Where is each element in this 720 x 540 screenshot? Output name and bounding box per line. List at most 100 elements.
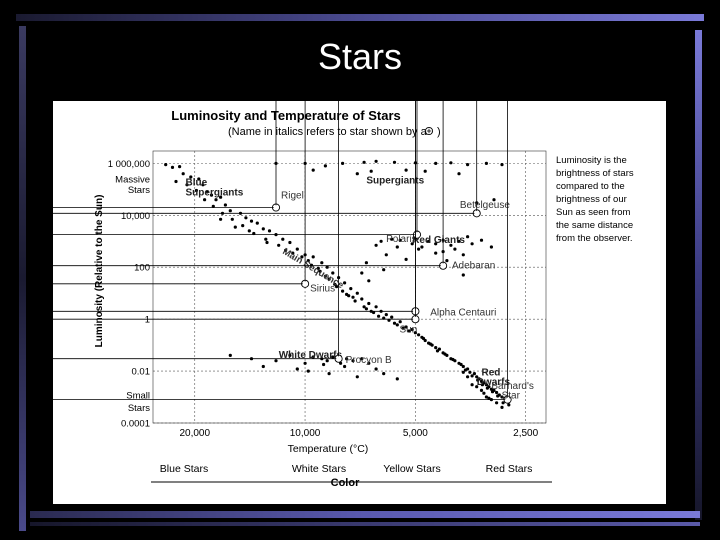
star-point xyxy=(390,315,394,319)
star-point xyxy=(360,357,364,361)
named-star-label: Alpha Centauri xyxy=(430,307,496,318)
plot-frame xyxy=(152,150,547,424)
star-point xyxy=(316,266,320,270)
star-point xyxy=(434,251,438,255)
star-point xyxy=(247,229,251,233)
star-point xyxy=(398,238,402,242)
star-point xyxy=(461,273,465,277)
star-point xyxy=(392,160,397,164)
star-point xyxy=(360,271,364,275)
y-axis-note: Small xyxy=(126,390,150,401)
star-point xyxy=(323,274,327,278)
star-point xyxy=(484,395,488,399)
star-point xyxy=(479,379,484,383)
hr-diagram: Luminosity and Temperature of Stars (Nam… xyxy=(53,101,634,489)
chart-subtitle: (Name in italics refers to star shown by… xyxy=(228,126,428,138)
star-point xyxy=(501,401,505,405)
side-note-line: brightness of stars xyxy=(556,168,634,179)
star-point xyxy=(489,245,493,249)
star-point xyxy=(428,342,432,346)
star-point xyxy=(468,370,472,374)
star-point xyxy=(335,285,339,289)
star-point xyxy=(351,359,355,363)
star-point xyxy=(267,229,272,233)
y-tick-label: 1 000,000 xyxy=(108,159,150,170)
star-point xyxy=(451,357,455,362)
star-point xyxy=(274,359,278,363)
star-point xyxy=(219,217,223,221)
star-point xyxy=(443,352,447,356)
star-point xyxy=(311,168,315,172)
star-point xyxy=(261,227,265,231)
star-point xyxy=(421,336,426,341)
star-point xyxy=(459,362,463,367)
star-point xyxy=(398,320,402,324)
named-star-label: Adebaran xyxy=(452,261,495,272)
star-point xyxy=(382,268,386,272)
star-point xyxy=(355,172,359,176)
star-point xyxy=(479,238,484,242)
star-point xyxy=(490,390,495,394)
slide-title: Stars xyxy=(317,36,403,77)
y-tick-label: 0.0001 xyxy=(121,419,150,430)
star-point xyxy=(384,313,388,317)
star-point xyxy=(345,357,349,361)
star-point xyxy=(331,355,335,359)
frame-bottom-bar xyxy=(30,511,700,518)
named-star-marker xyxy=(53,101,481,218)
star-point xyxy=(322,362,326,367)
star-point xyxy=(470,374,474,378)
color-band-label: Blue Stars xyxy=(160,463,208,475)
star-point xyxy=(449,161,453,165)
star-point xyxy=(341,289,345,293)
star-point xyxy=(496,394,500,398)
named-star-marker xyxy=(53,101,281,212)
star-point xyxy=(434,242,438,246)
named-star-marker xyxy=(53,101,512,404)
star-point xyxy=(449,243,453,247)
chart-panel: Luminosity and Temperature of Stars (Nam… xyxy=(53,101,666,504)
color-band-label: Red Stars xyxy=(486,463,533,475)
star-point xyxy=(420,245,424,249)
star-point xyxy=(367,361,371,365)
star-point xyxy=(413,331,417,335)
region-label: White Dwarfs xyxy=(279,350,343,361)
star-point xyxy=(189,175,193,179)
star-point xyxy=(487,396,491,400)
named-star-label: Procyon B xyxy=(346,355,392,366)
named-star-marker xyxy=(53,101,448,270)
star-point xyxy=(331,271,335,275)
y-tick-label: 10,000 xyxy=(121,211,150,222)
star-point xyxy=(484,161,488,165)
star-point xyxy=(295,367,299,371)
star-point xyxy=(197,177,201,181)
star-point xyxy=(395,377,399,381)
star-point xyxy=(395,245,399,249)
y-axis-note: Stars xyxy=(128,403,150,414)
star-point xyxy=(277,243,281,247)
subtitle-marker-icon xyxy=(424,126,434,136)
star-point xyxy=(327,277,331,281)
y-tick-label: 1 xyxy=(145,315,150,326)
star-point xyxy=(244,216,248,220)
star-point xyxy=(281,237,285,241)
star-point xyxy=(500,405,504,409)
star-point xyxy=(174,179,178,184)
star-point xyxy=(485,386,489,390)
star-point xyxy=(463,368,467,372)
star-point xyxy=(367,301,371,306)
side-note-line: from the observer. xyxy=(556,233,633,244)
star-point xyxy=(404,257,408,261)
star-point xyxy=(482,391,486,395)
named-star-marker xyxy=(53,101,343,363)
star-point xyxy=(423,169,427,173)
x-tick-label: 20,000 xyxy=(179,428,210,439)
frame-bottom-bar-2 xyxy=(30,522,700,526)
named-star-label: Sirius xyxy=(310,283,335,294)
star-point xyxy=(379,239,383,243)
frame-right-bar xyxy=(695,30,702,520)
star-point xyxy=(507,403,511,407)
star-point xyxy=(470,242,474,246)
star-point xyxy=(364,307,368,311)
star-point xyxy=(484,383,488,387)
